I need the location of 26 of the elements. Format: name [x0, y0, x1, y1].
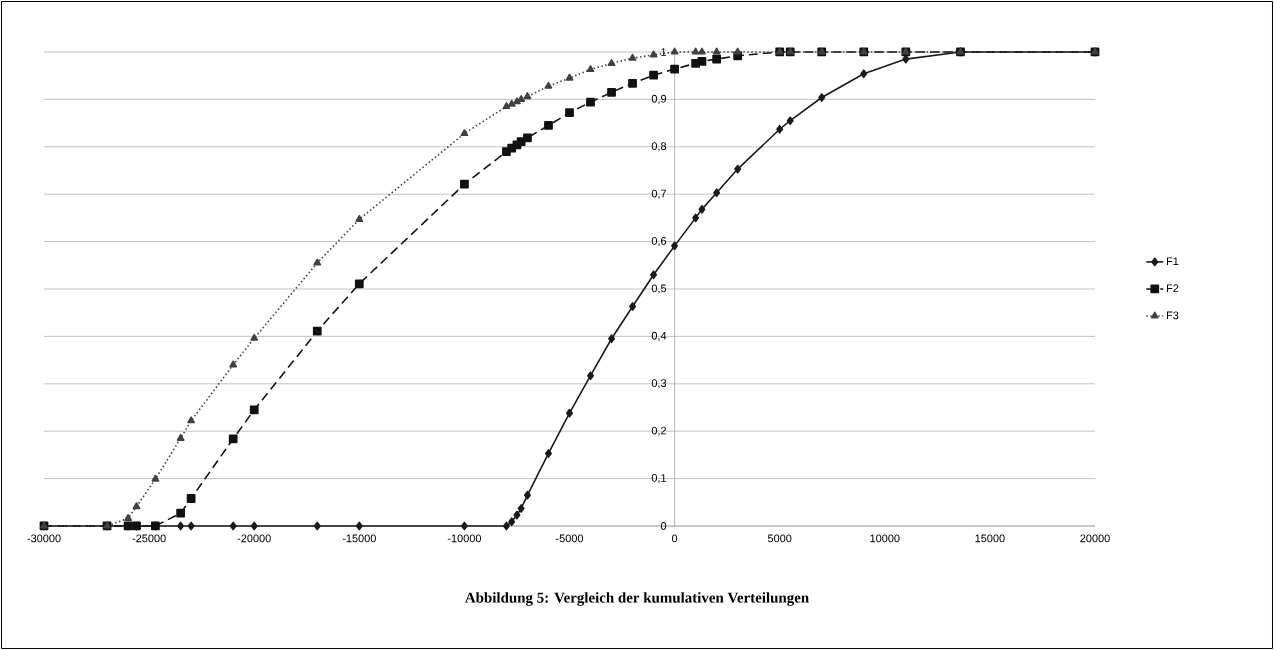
text: Abbildung 5: Vergleich der kumulativen Verteilungen: [465, 592, 809, 606]
y-tick-label: 0,8: [651, 142, 667, 152]
y-tick-label: 0: [660, 522, 667, 530]
y-tick-label: 1: [661, 48, 667, 56]
x-tick-label: 20000: [1080, 534, 1110, 543]
x-tick-label: 15000: [975, 534, 1005, 543]
x-tick-label: -30000: [27, 534, 61, 543]
legend-label: F3: [1166, 311, 1179, 320]
legend-label: F1: [1166, 257, 1179, 265]
x-tick-label: -10000: [447, 534, 482, 543]
x-tick-label: 5000: [767, 534, 792, 543]
y-tick-label: 0,7: [651, 189, 667, 199]
x-tick-label: -20000: [237, 534, 271, 543]
y-tick-label: 0,9: [651, 94, 667, 104]
y-tick-label: 0,2: [651, 426, 667, 436]
y-tick-label: 0,3: [651, 379, 667, 389]
legend-label: F2: [1166, 284, 1179, 293]
x-tick-label: -25000: [132, 534, 166, 543]
x-tick-label: 10000: [870, 534, 900, 543]
y-tick-label: 0,4: [651, 331, 667, 341]
y-tick-label: 0,1: [651, 474, 667, 484]
x-tick-label: 0: [671, 534, 678, 543]
x-tick-label: -15000: [342, 534, 376, 543]
y-tick-label: 0,6: [651, 237, 667, 247]
y-tick-label: 0,5: [651, 284, 667, 294]
x-tick-label: -5000: [555, 534, 584, 543]
